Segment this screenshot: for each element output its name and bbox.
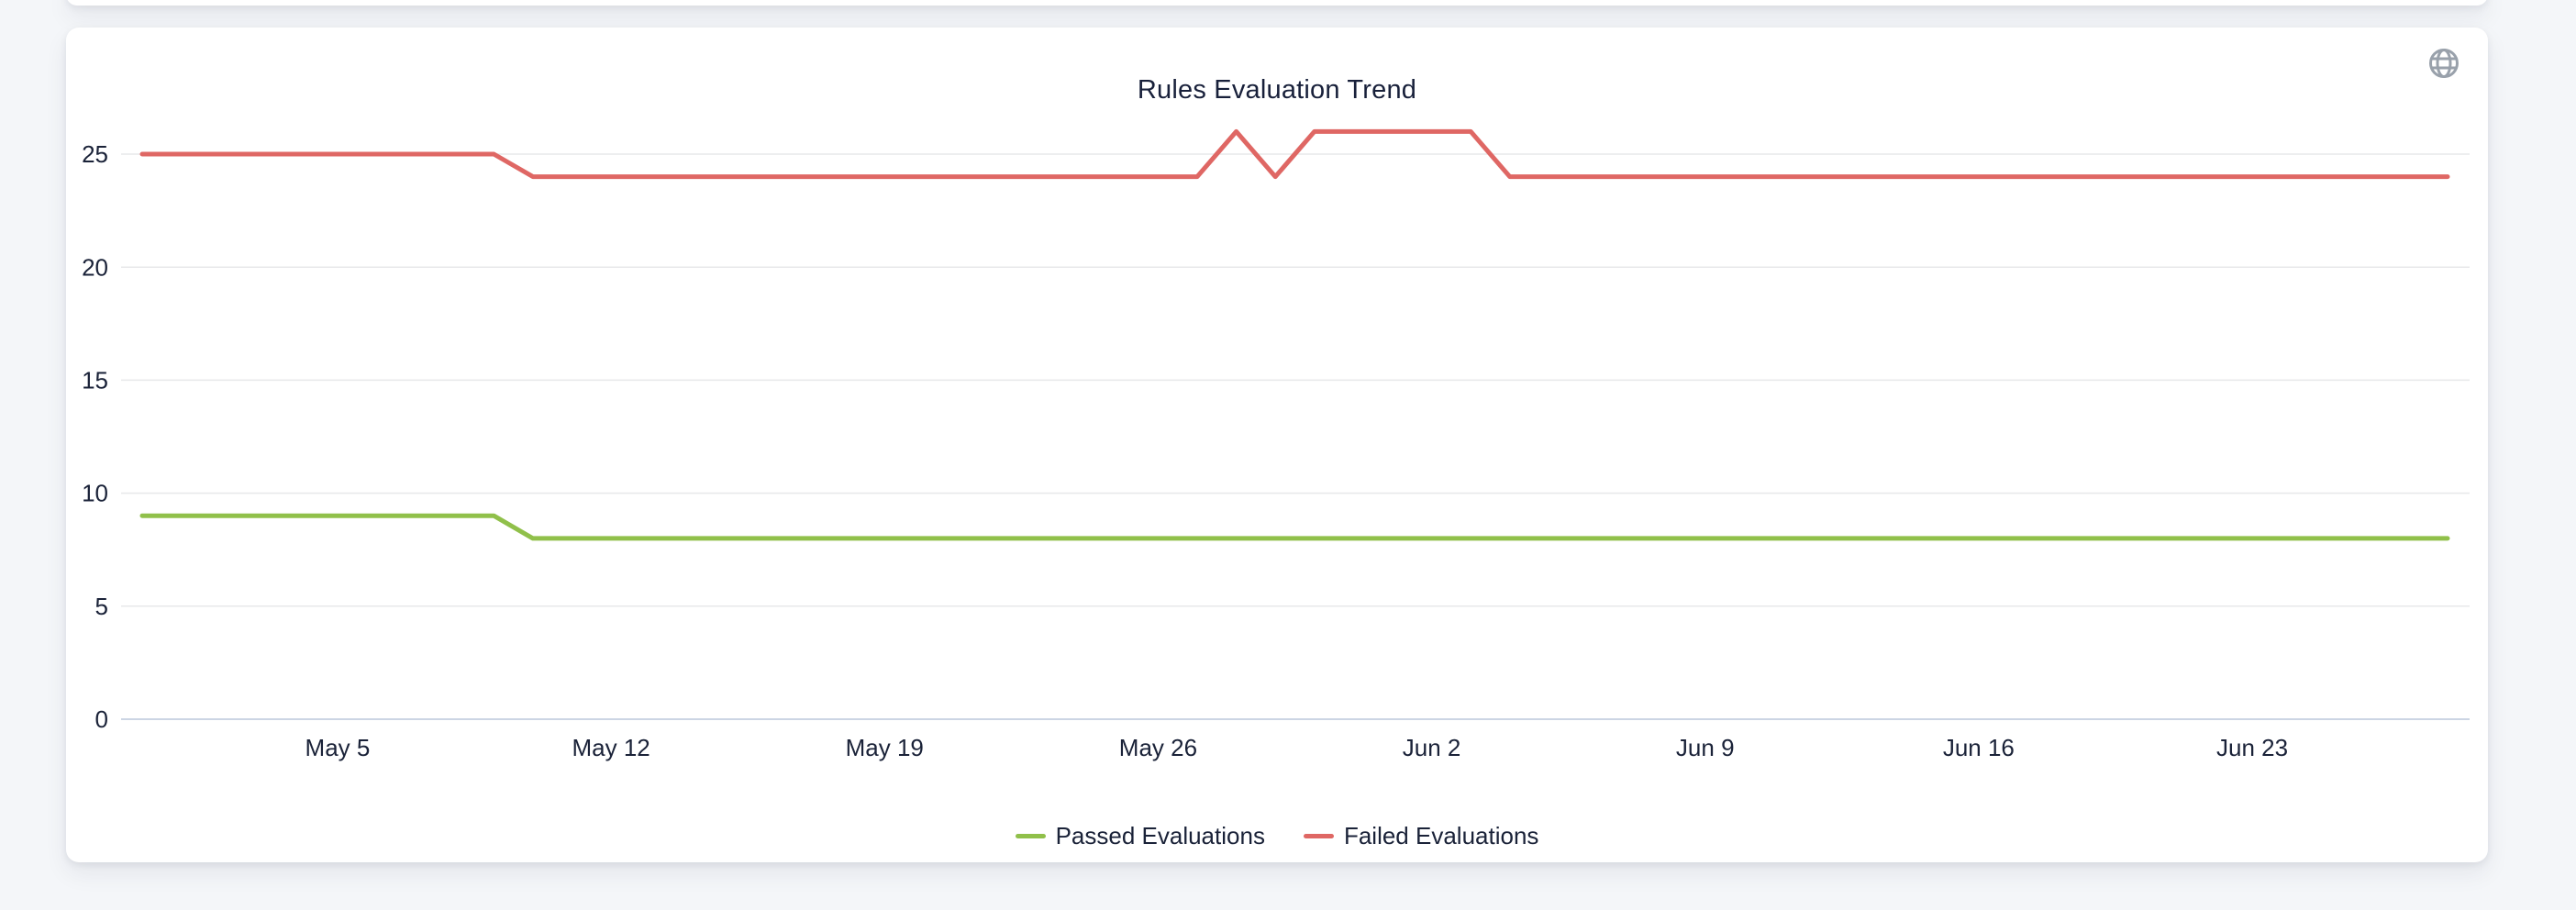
x-tick-label-jun-23: Jun 23 bbox=[2216, 734, 2288, 761]
legend-item-passed-evaluations[interactable]: Passed Evaluations bbox=[1015, 822, 1265, 850]
y-tick-label-0: 0 bbox=[95, 705, 108, 733]
y-tick-label-15: 15 bbox=[82, 367, 108, 394]
x-tick-label-may-26: May 26 bbox=[1119, 734, 1197, 761]
y-tick-label-5: 5 bbox=[95, 593, 108, 620]
series-line-failed-evaluations bbox=[139, 128, 2450, 180]
x-tick-label-may-5: May 5 bbox=[305, 734, 371, 761]
previous-card-bottom-edge bbox=[66, 0, 2488, 6]
legend-line-swatch-passed bbox=[1015, 834, 1046, 838]
globe-icon-button[interactable] bbox=[2426, 46, 2461, 81]
chart-legend: Passed Evaluations Failed Evaluations bbox=[66, 822, 2488, 850]
y-tick-label-25: 25 bbox=[82, 140, 108, 168]
x-tick-label-jun-9: Jun 9 bbox=[1676, 734, 1735, 761]
x-tick-label-jun-16: Jun 16 bbox=[1943, 734, 2015, 761]
series-line-passed-evaluations bbox=[139, 513, 2450, 541]
chart-title: Rules Evaluation Trend bbox=[1137, 75, 1417, 105]
y-tick-label-10: 10 bbox=[82, 480, 108, 507]
legend-line-swatch-failed bbox=[1303, 834, 1334, 838]
x-tick-label-may-12: May 12 bbox=[572, 734, 650, 761]
legend-label-passed: Passed Evaluations bbox=[1055, 822, 1265, 849]
x-tick-label-jun-2: Jun 2 bbox=[1403, 734, 1461, 761]
globe-icon bbox=[2429, 49, 2459, 78]
y-tick-label-20: 20 bbox=[82, 253, 108, 281]
legend-label-failed: Failed Evaluations bbox=[1343, 822, 1539, 849]
legend-item-failed-evaluations[interactable]: Failed Evaluations bbox=[1303, 822, 1539, 850]
x-tick-label-may-19: May 19 bbox=[846, 734, 924, 761]
rules-evaluation-chart: 0 5 10 15 20 25 May 5 May 12 May 19 May 26 Jun 2 Ju… bbox=[82, 128, 2470, 761]
rules-evaluation-trend-card: 0 5 10 15 20 25 May 5 May 12 May 19 May 26 Jun 2 Ju… bbox=[66, 28, 2488, 862]
